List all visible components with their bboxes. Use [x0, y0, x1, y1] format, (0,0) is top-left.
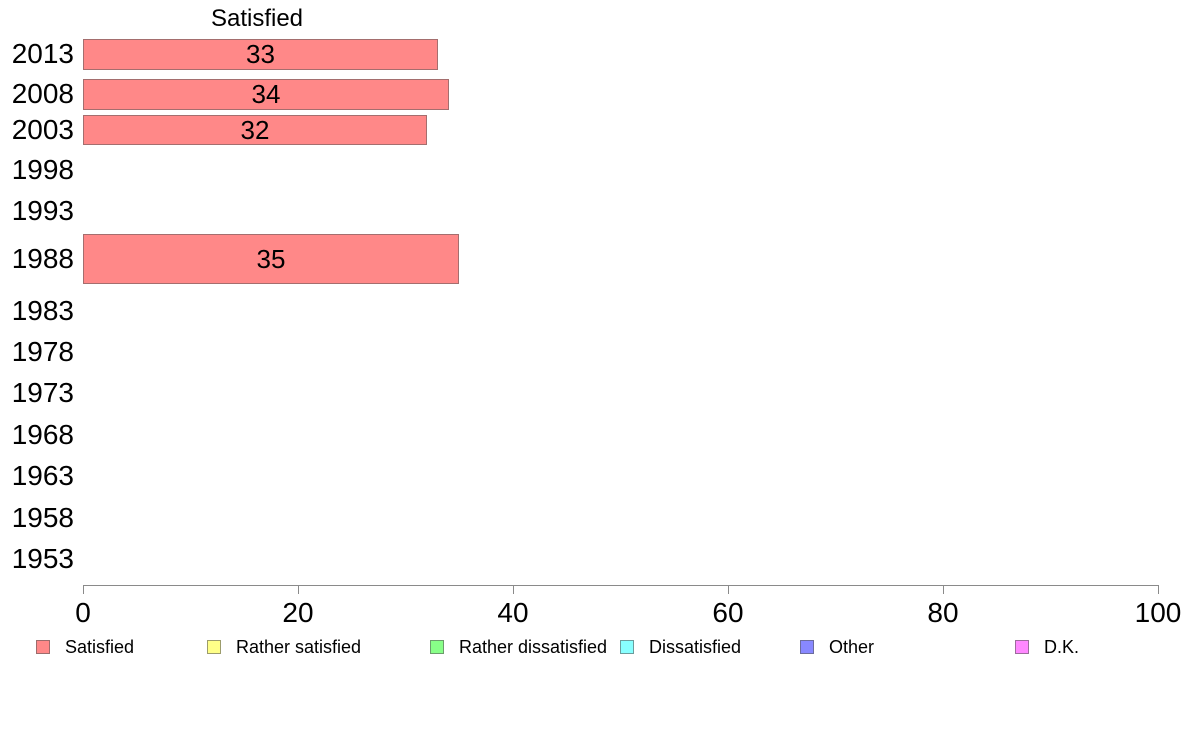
y-axis-label-1998: 1998 — [11, 154, 74, 185]
x-tick-label-60: 60 — [712, 597, 744, 628]
x-axis-line — [83, 585, 1159, 586]
y-axis-label-2013: 2013 — [11, 38, 74, 69]
legend-label: Rather satisfied — [236, 637, 362, 657]
legend-swatch-icon — [1015, 640, 1029, 654]
legend-label: D.K. — [1044, 637, 1080, 657]
bar-2013 — [83, 38, 438, 70]
legend-swatch-icon — [207, 640, 221, 654]
y-axis-label-1983: 1983 — [11, 295, 74, 326]
bar-value-2003: 32 — [240, 115, 270, 145]
y-axis-label-2008: 2008 — [11, 78, 74, 109]
y-axis-label-1968: 1968 — [11, 419, 74, 450]
x-tick-mark-0 — [83, 586, 84, 594]
y-axis-label-1953: 1953 — [11, 543, 74, 574]
x-tick-mark-20 — [298, 586, 299, 594]
x-tick-mark-60 — [728, 586, 729, 594]
bar-2008 — [83, 78, 449, 110]
y-axis-label-1993: 1993 — [11, 195, 74, 226]
bar-2003 — [83, 115, 427, 145]
legend-label: Other — [829, 637, 875, 657]
y-axis-label-1988: 1988 — [11, 243, 74, 274]
y-axis-label-1958: 1958 — [11, 502, 74, 533]
bar-value-2008: 34 — [251, 78, 281, 109]
x-tick-mark-40 — [513, 586, 514, 594]
legend-swatch-icon — [36, 640, 50, 654]
x-tick-label-20: 20 — [282, 597, 314, 628]
x-tick-mark-80 — [943, 586, 944, 594]
legend-swatch-icon — [620, 640, 634, 654]
y-axis-label-1973: 1973 — [11, 377, 74, 408]
x-tick-label-0: 0 — [75, 597, 91, 628]
legend-label: Rather dissatisfied — [459, 637, 608, 657]
y-axis-label-1963: 1963 — [11, 460, 74, 491]
chart-title: Satisfied — [210, 5, 304, 32]
y-axis-label-1978: 1978 — [11, 336, 74, 367]
legend-swatch-icon — [800, 640, 814, 654]
legend-swatch-icon — [430, 640, 444, 654]
y-axis-label-2003: 2003 — [11, 114, 74, 145]
legend-label: Satisfied — [65, 637, 135, 657]
x-tick-label-100: 100 — [1134, 597, 1182, 628]
bar-value-1988: 35 — [256, 244, 286, 274]
x-tick-label-40: 40 — [497, 597, 529, 628]
bar-1988 — [83, 234, 459, 284]
x-tick-label-80: 80 — [927, 597, 959, 628]
bar-value-2013: 33 — [246, 38, 275, 69]
legend-label: Dissatisfied — [649, 637, 742, 657]
x-tick-mark-100 — [1158, 586, 1159, 594]
